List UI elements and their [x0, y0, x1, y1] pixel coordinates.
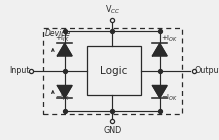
Text: +I$_{IK}$: +I$_{IK}$: [55, 34, 70, 44]
Text: −I$_{IK}$: −I$_{IK}$: [55, 93, 70, 103]
Text: −I$_{OK}$: −I$_{OK}$: [161, 93, 179, 103]
Text: GND: GND: [103, 126, 121, 135]
Polygon shape: [152, 44, 167, 56]
Text: Input: Input: [9, 66, 30, 75]
Text: Output: Output: [194, 66, 219, 75]
Polygon shape: [57, 44, 72, 56]
Polygon shape: [57, 86, 72, 98]
Text: V$_{CC}$: V$_{CC}$: [104, 3, 120, 16]
Text: +I$_{OK}$: +I$_{OK}$: [161, 34, 179, 44]
Text: Logic: Logic: [100, 66, 128, 76]
Text: Device: Device: [44, 29, 71, 38]
Polygon shape: [152, 86, 167, 98]
